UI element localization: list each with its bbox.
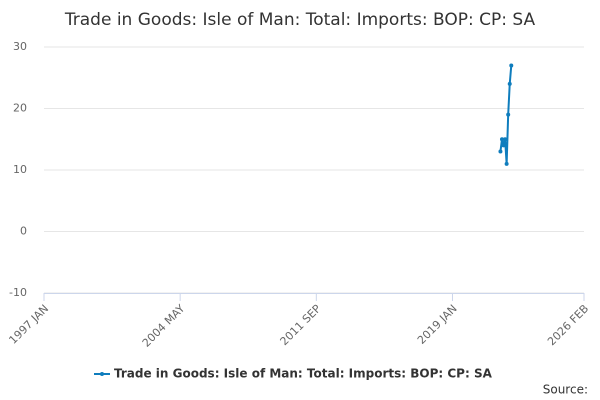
- data-point: [503, 137, 508, 142]
- source: Source:: [543, 383, 588, 397]
- x-tick-label: 2019 JAN: [415, 302, 460, 347]
- x-tick-label: 2011 SEP: [278, 302, 324, 348]
- data-point: [506, 112, 511, 117]
- x-tick-label: 2026 FEB: [545, 302, 591, 348]
- y-tick-label: 30: [13, 40, 27, 53]
- data-point: [507, 81, 512, 86]
- x-tick-label: 2004 MAY: [140, 302, 188, 350]
- data-point: [509, 63, 514, 68]
- data-point: [498, 149, 503, 154]
- legend-marker: [100, 372, 104, 376]
- y-tick-label: 0: [20, 225, 27, 238]
- chart-title: Trade in Goods: Isle of Man: Total: Impo…: [64, 10, 536, 30]
- y-tick-label: 20: [13, 102, 27, 115]
- x-tick-label: 1997 JAN: [6, 302, 51, 347]
- legend-label: Trade in Goods: Isle of Man: Total: Impo…: [114, 367, 493, 381]
- data-point: [504, 161, 509, 166]
- data-point: [501, 143, 506, 148]
- data-point: [499, 137, 504, 142]
- y-tick-label: -10: [9, 286, 27, 299]
- y-tick-label: 10: [13, 163, 27, 176]
